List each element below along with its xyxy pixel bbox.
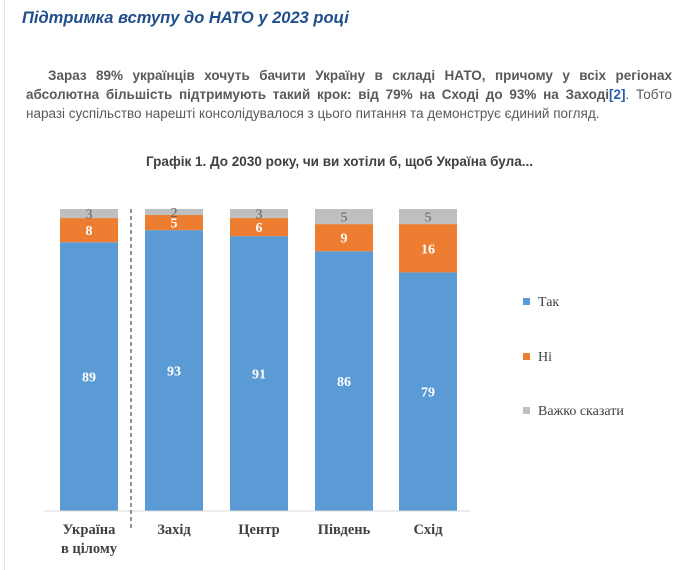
paragraph-bold-text: Зараз 89% українців хочуть бачити Україн…	[26, 68, 672, 102]
legend-label-ni: Ні	[538, 350, 552, 365]
bar-segment-vazhko	[60, 209, 118, 219]
paragraph-rest-text: . Тобто наразі суспільство нарешті консо…	[26, 87, 672, 121]
data-label-ni: 6	[256, 221, 263, 236]
category-label: Південь	[318, 522, 371, 538]
legend-label-tak: Так	[538, 295, 559, 310]
bar-segment-ni	[230, 218, 288, 237]
bar-segment-ni	[60, 218, 118, 243]
legend-swatch-ni	[523, 353, 530, 360]
bar-segment-ni	[399, 224, 457, 273]
category-label: Україна в цілому	[61, 522, 118, 557]
legend-label-vazhko: Важко сказати	[538, 404, 624, 419]
data-label-vazhko: 3	[256, 208, 263, 223]
bar-segment-vazhko	[145, 209, 203, 216]
category-label: Центр	[238, 522, 279, 538]
bar-segment-vazhko	[230, 209, 288, 219]
bar-segment-tak	[399, 272, 457, 511]
section-heading: Підтримка вступу до НАТО у 2023 році	[22, 9, 349, 27]
bar-segment-vazhko	[399, 209, 457, 225]
left-border	[4, 0, 5, 570]
data-label-ni: 9	[341, 232, 348, 247]
bar-segment-ni	[145, 215, 203, 231]
chart-title: Графік 1. До 2030 року, чи ви хотіли б, …	[146, 154, 533, 169]
bar-segment-tak	[230, 236, 288, 511]
data-label-vazhko: 5	[341, 211, 348, 226]
bar-segment-tak	[145, 230, 203, 511]
data-label-vazhko: 3	[86, 208, 93, 223]
data-label-tak: 86	[337, 375, 351, 390]
data-label-tak: 93	[167, 365, 181, 380]
bar-segment-vazhko	[315, 209, 373, 225]
data-label-ni: 8	[86, 224, 93, 239]
data-label-ni: 16	[421, 242, 435, 257]
data-label-ni: 5	[171, 217, 178, 232]
data-label-tak: 91	[252, 368, 266, 383]
intro-paragraph: Зараз 89% українців хочуть бачити Україн…	[26, 66, 672, 123]
data-label-vazhko: 5	[425, 211, 432, 226]
footnote-link[interactable]: [2]	[609, 87, 626, 102]
legend-swatch-vazhko	[523, 407, 530, 414]
category-label: Схід	[413, 522, 443, 538]
data-label-tak: 79	[421, 386, 435, 401]
data-label-vazhko: 2	[171, 206, 178, 221]
category-label: Захід	[157, 522, 191, 538]
bar-segment-tak	[60, 242, 118, 511]
bar-segment-ni	[315, 224, 373, 252]
bar-segment-tak	[315, 251, 373, 511]
legend-swatch-tak	[523, 298, 530, 305]
data-label-tak: 89	[82, 371, 96, 386]
